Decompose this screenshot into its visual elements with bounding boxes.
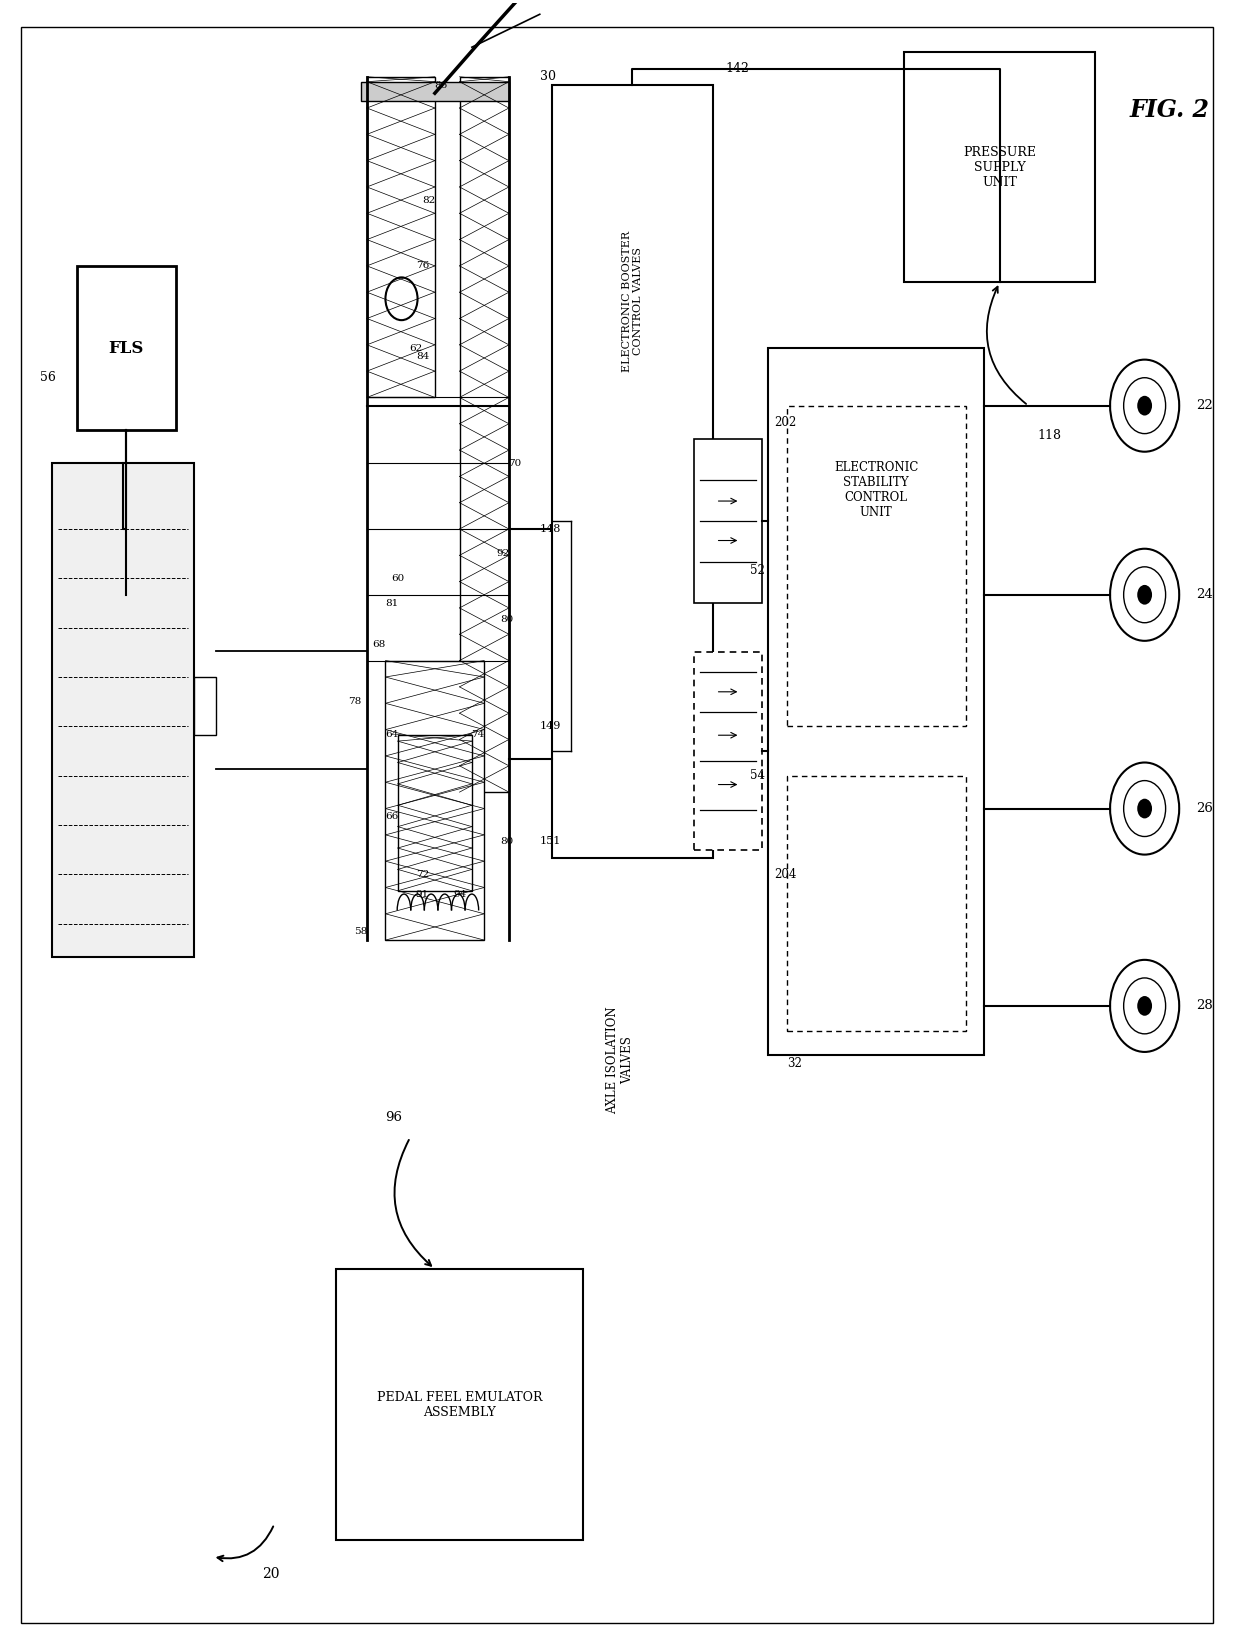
FancyBboxPatch shape — [398, 734, 472, 891]
FancyBboxPatch shape — [786, 776, 966, 1031]
Text: 24: 24 — [1197, 589, 1213, 601]
Text: 56: 56 — [40, 371, 56, 384]
Text: 80: 80 — [500, 837, 513, 846]
FancyBboxPatch shape — [367, 78, 435, 398]
Text: 148: 148 — [539, 525, 562, 535]
FancyBboxPatch shape — [386, 660, 484, 940]
Text: 151: 151 — [539, 837, 562, 846]
Text: PRESSURE
SUPPLY
UNIT: PRESSURE SUPPLY UNIT — [963, 145, 1037, 188]
Text: 26: 26 — [1197, 802, 1214, 815]
Text: 91: 91 — [415, 889, 429, 899]
Text: 64: 64 — [384, 729, 398, 739]
Text: 142: 142 — [725, 63, 750, 74]
Circle shape — [1137, 799, 1152, 818]
Text: 81: 81 — [384, 599, 398, 607]
Text: 28: 28 — [1197, 1000, 1213, 1013]
Text: FLS: FLS — [109, 340, 144, 356]
FancyBboxPatch shape — [460, 78, 508, 792]
Circle shape — [1137, 396, 1152, 416]
Text: 76: 76 — [415, 261, 429, 271]
Text: 58: 58 — [355, 927, 367, 937]
Text: 70: 70 — [508, 459, 522, 467]
Text: 68: 68 — [373, 640, 386, 648]
FancyBboxPatch shape — [336, 1269, 583, 1541]
Text: 74: 74 — [471, 729, 485, 739]
Text: 66: 66 — [384, 812, 398, 822]
FancyBboxPatch shape — [52, 464, 195, 957]
FancyBboxPatch shape — [694, 439, 761, 602]
Text: AXLE ISOLATION
VALVES: AXLE ISOLATION VALVES — [606, 1006, 634, 1114]
Text: 62: 62 — [409, 343, 423, 353]
Text: FIG. 2: FIG. 2 — [1130, 97, 1209, 122]
Text: 204: 204 — [774, 868, 796, 881]
Text: 30: 30 — [539, 71, 556, 82]
FancyBboxPatch shape — [361, 82, 508, 101]
Text: 22: 22 — [1197, 399, 1213, 412]
Text: ELECTRONIC BOOSTER
CONTROL VALVES: ELECTRONIC BOOSTER CONTROL VALVES — [621, 231, 644, 371]
Text: 84: 84 — [415, 351, 429, 361]
Text: 92: 92 — [496, 549, 510, 558]
Text: 60: 60 — [391, 574, 404, 582]
FancyBboxPatch shape — [195, 676, 216, 734]
Text: 52: 52 — [750, 564, 765, 576]
FancyBboxPatch shape — [904, 53, 1095, 282]
Text: ELECTRONIC
STABILITY
CONTROL
UNIT: ELECTRONIC STABILITY CONTROL UNIT — [835, 460, 919, 518]
Text: PEDAL FEEL EMULATOR
ASSEMBLY: PEDAL FEEL EMULATOR ASSEMBLY — [377, 1391, 542, 1419]
Text: 20: 20 — [262, 1568, 279, 1581]
FancyBboxPatch shape — [694, 652, 761, 850]
Text: 202: 202 — [774, 416, 796, 429]
Text: 82: 82 — [422, 196, 435, 205]
Text: 149: 149 — [539, 721, 562, 731]
Text: 86: 86 — [434, 81, 448, 89]
Text: 80: 80 — [500, 615, 513, 624]
FancyBboxPatch shape — [768, 348, 985, 1056]
Circle shape — [1137, 584, 1152, 604]
Text: 118: 118 — [1038, 429, 1061, 442]
Text: 78: 78 — [348, 698, 361, 706]
Circle shape — [1137, 997, 1152, 1016]
Text: 94: 94 — [453, 889, 466, 899]
FancyBboxPatch shape — [77, 266, 176, 431]
Text: 54: 54 — [750, 769, 765, 782]
FancyBboxPatch shape — [552, 86, 713, 858]
Text: 96: 96 — [386, 1110, 403, 1124]
Text: 72: 72 — [415, 870, 429, 879]
Text: 32: 32 — [786, 1058, 801, 1069]
FancyBboxPatch shape — [786, 406, 966, 726]
